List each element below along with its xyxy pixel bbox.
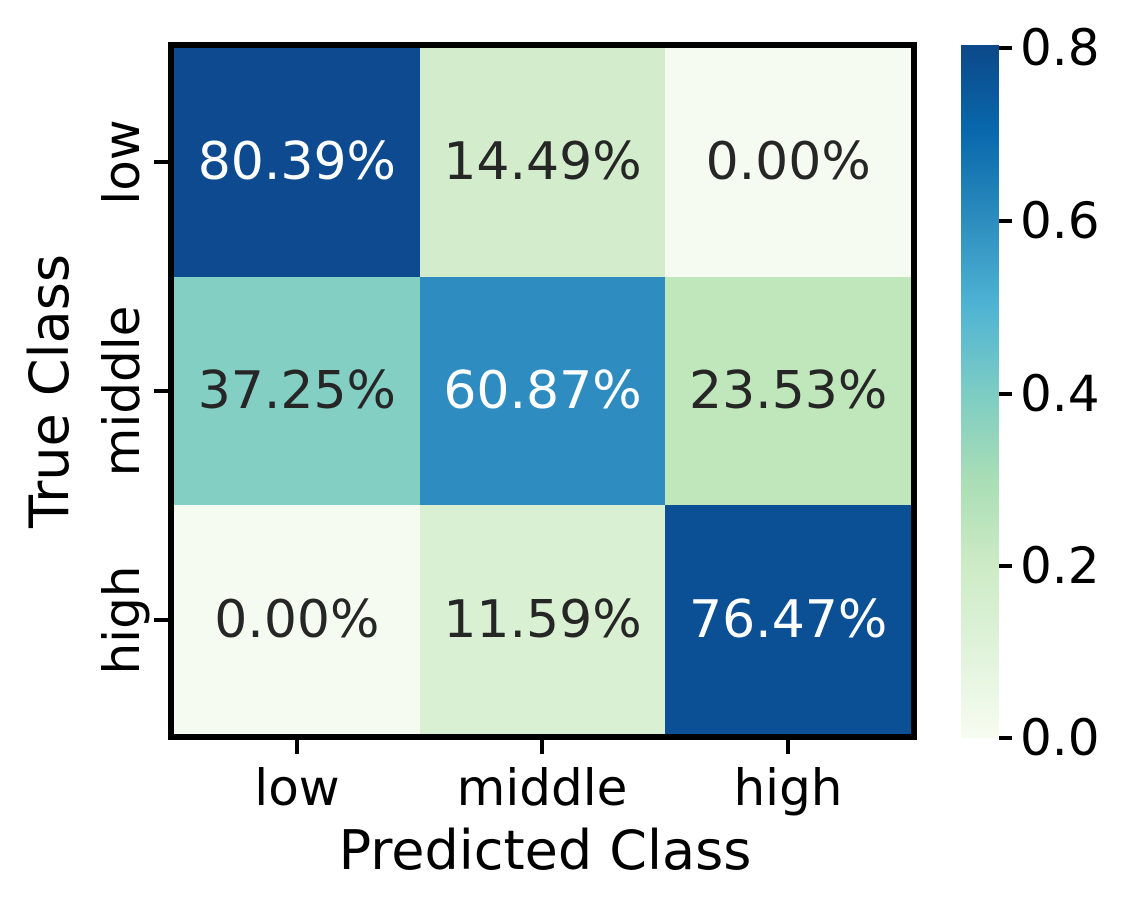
heatmap-cell: 37.25% <box>174 276 420 506</box>
heatmap-cell: 76.47% <box>665 505 911 734</box>
x-axis-tick <box>295 740 299 754</box>
colorbar-tick <box>999 736 1012 740</box>
heatmap-cell: 23.53% <box>665 276 911 506</box>
x-axis-tick <box>540 740 544 754</box>
x-tick-label: low <box>254 759 340 817</box>
heatmap-cell: 60.87% <box>419 276 666 506</box>
y-tick-label: high <box>93 565 151 675</box>
heatmap-cell: 0.00% <box>174 505 420 734</box>
y-axis-title: True Class <box>18 254 81 528</box>
heatmap-cell: 0.00% <box>665 48 911 277</box>
x-tick-label: middle <box>456 759 628 817</box>
colorbar <box>961 45 999 738</box>
colorbar-tick <box>999 392 1012 396</box>
heatmap-grid: 80.39% 14.49% 0.00% 37.25% 60.87% 23.53%… <box>168 42 917 740</box>
colorbar-tick <box>999 46 1012 50</box>
colorbar-tick <box>999 564 1012 568</box>
colorbar-tick <box>999 219 1012 223</box>
colorbar-tick-label: 0.8 <box>1020 19 1100 77</box>
heatmap-cell: 80.39% <box>174 48 420 277</box>
y-axis-tick <box>154 389 168 393</box>
colorbar-tick-label: 0.4 <box>1020 365 1100 423</box>
colorbar-tick-label: 0.6 <box>1020 192 1100 250</box>
x-axis-tick <box>786 740 790 754</box>
heatmap-cell: 14.49% <box>419 48 666 277</box>
y-tick-label: low <box>93 119 151 205</box>
x-axis-title: Predicted Class <box>338 819 752 882</box>
y-axis-tick <box>154 618 168 622</box>
heatmap-cell: 11.59% <box>419 505 666 734</box>
colorbar-tick-label: 0.0 <box>1020 709 1100 767</box>
y-tick-label: middle <box>93 305 151 477</box>
y-axis-tick <box>154 160 168 164</box>
colorbar-tick-label: 0.2 <box>1020 537 1100 595</box>
x-tick-label: high <box>733 759 843 817</box>
